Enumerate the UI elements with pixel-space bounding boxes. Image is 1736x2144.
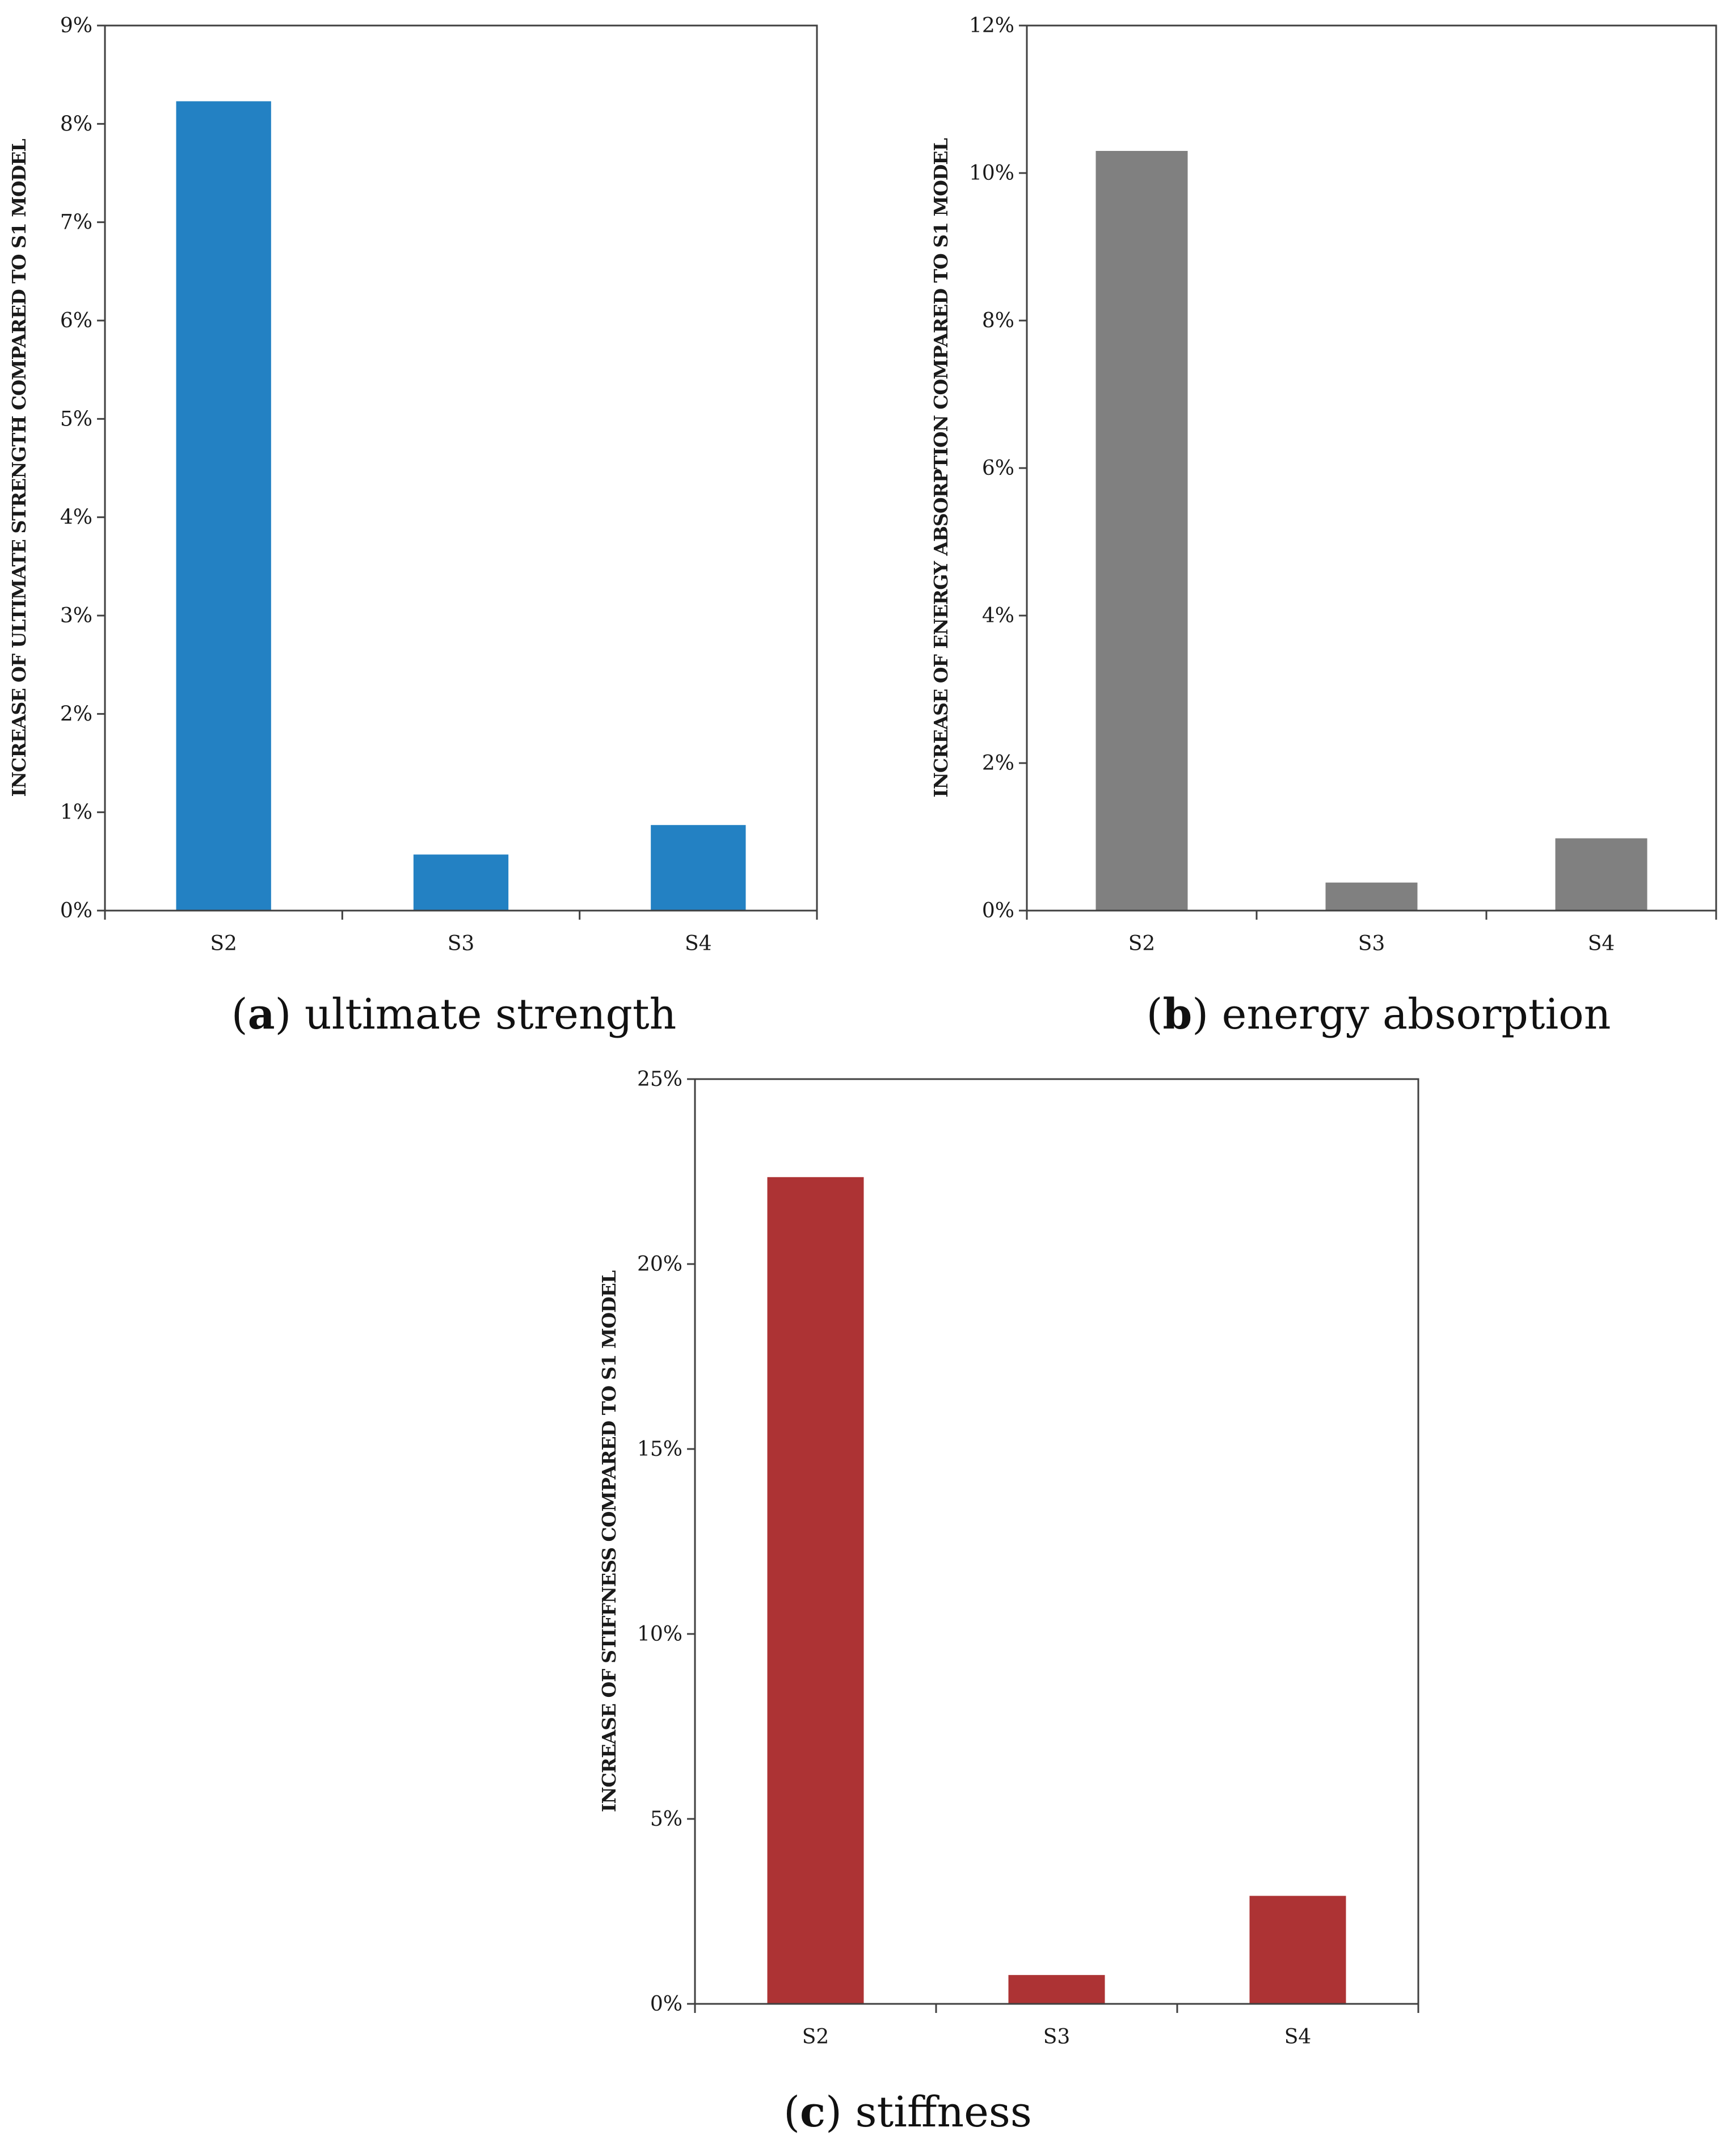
- y-tick-label: 5%: [650, 1808, 682, 1831]
- caption-a: (a) ultimate strength: [231, 990, 677, 1039]
- y-tick-label: 6%: [982, 457, 1014, 480]
- y-tick-label: 6%: [60, 309, 92, 332]
- y-tick-label: 0%: [60, 899, 92, 923]
- x-tick-label: S2: [1128, 932, 1156, 955]
- bar-s4: [1555, 838, 1647, 911]
- bar-s4: [651, 825, 746, 911]
- caption-b-text: energy absorption: [1221, 990, 1611, 1039]
- y-tick-label: 3%: [60, 604, 92, 627]
- energy-absorption-bar-chart: 0% 2% 4% 6% 8% 10% 12% S2 S3 S4 INCREASE OF ENERGY…: [930, 14, 1717, 955]
- y-tick-label: 5%: [60, 407, 92, 431]
- y-tick-label: 0%: [982, 899, 1014, 923]
- y-axis-label: INCREASE OF ULTIMATE STRENGTH COMPARED T…: [8, 139, 30, 797]
- y-tick-label: 2%: [60, 702, 92, 726]
- chart-panel-ultimate-strength: 0% 1% 2% 3% 4% 5% 6% 7% 8% 9% S2 S3 S4 INCREASE OF UL…: [0, 0, 851, 964]
- ultimate-strength-bar-chart: 0% 1% 2% 3% 4% 5% 6% 7% 8% 9% S2 S3 S4 INCREASE OF UL…: [8, 14, 818, 955]
- x-tick-label: S2: [210, 932, 237, 955]
- caption-b-letter: b: [1162, 990, 1193, 1039]
- x-tick-label: S4: [1284, 2025, 1312, 2049]
- y-axis-label: INCREASE OF STIFFNESS COMPARED TO S1 MOD…: [598, 1270, 620, 1812]
- bar-s3: [1008, 1975, 1105, 2004]
- y-tick-label: 12%: [969, 14, 1014, 37]
- y-tick-label: 2%: [982, 752, 1014, 775]
- caption-c-text: stiffness: [855, 2088, 1032, 2137]
- bar-s2: [1095, 151, 1188, 911]
- y-tick-label: 25%: [637, 1068, 682, 1091]
- stiffness-bar-chart: 0% 5% 10% 15% 20% 25% S2 S3 S4 INCREASE OF STIFFN…: [598, 1068, 1419, 2049]
- chart-panel-stiffness: 0% 5% 10% 15% 20% 25% S2 S3 S4 INCREASE OF STIFFN…: [567, 1050, 1475, 2071]
- bar-s3: [413, 854, 509, 911]
- bar-s3: [1325, 882, 1418, 911]
- chart-panel-energy-absorption: 0% 2% 4% 6% 8% 10% 12% S2 S3 S4 INCREASE OF ENERGY…: [908, 0, 1736, 964]
- x-tick-label: S2: [802, 2025, 829, 2049]
- caption-a-text: ultimate strength: [304, 990, 677, 1039]
- caption-c: (c) stiffness: [783, 2088, 1032, 2137]
- bar-s2: [767, 1177, 864, 2004]
- y-tick-label: 4%: [982, 604, 1014, 627]
- bar-s2: [176, 101, 271, 911]
- y-tick-label: 0%: [650, 1993, 682, 2016]
- caption-a-letter: a: [247, 990, 275, 1039]
- caption-c-letter: c: [800, 2088, 826, 2137]
- y-tick-label: 4%: [60, 506, 92, 529]
- y-tick-label: 9%: [60, 14, 92, 37]
- x-tick-label: S3: [1358, 932, 1385, 955]
- y-tick-label: 8%: [982, 309, 1014, 332]
- x-tick-label: S4: [1588, 932, 1615, 955]
- y-tick-label: 1%: [60, 801, 92, 824]
- y-axis-label: INCREASE OF ENERGY ABSORPTION COMPARED T…: [930, 138, 952, 797]
- x-tick-label: S4: [685, 932, 712, 955]
- y-tick-label: 10%: [969, 162, 1014, 185]
- caption-b: (b) energy absorption: [1146, 990, 1611, 1039]
- y-tick-label: 8%: [60, 112, 92, 136]
- y-tick-label: 10%: [637, 1623, 682, 1646]
- y-tick-label: 7%: [60, 211, 92, 234]
- bar-s4: [1249, 1896, 1346, 2004]
- x-tick-label: S3: [1043, 2025, 1071, 2049]
- x-tick-label: S3: [448, 932, 475, 955]
- y-tick-label: 15%: [637, 1438, 682, 1461]
- y-tick-label: 20%: [637, 1253, 682, 1276]
